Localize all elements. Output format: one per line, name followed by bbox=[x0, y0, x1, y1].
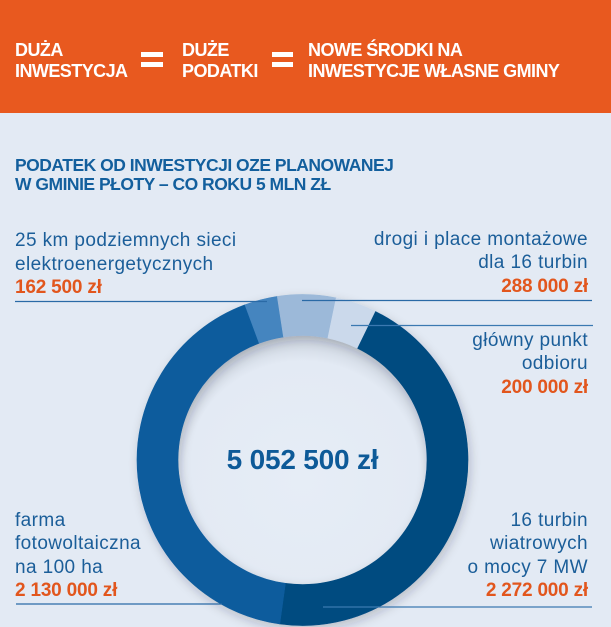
header-term-line: DUŻE bbox=[182, 40, 229, 60]
callout-roads: drogi i place montażowe dla 16 turbin 28… bbox=[374, 228, 588, 299]
donut-hole bbox=[177, 335, 428, 585]
leader-lines bbox=[15, 299, 593, 608]
chart-title-line: PODATEK OD INWESTYCJI OZE PLANOWANEJ bbox=[15, 155, 394, 175]
equals-icon bbox=[272, 52, 293, 67]
donut-segment-wind bbox=[279, 310, 469, 626]
callout-label-line: na 100 ha bbox=[15, 556, 104, 578]
callout-label-line: farma bbox=[15, 509, 66, 531]
callout-label-line: odbioru bbox=[521, 353, 588, 374]
callout-label-line: o mocy 7 MW bbox=[467, 556, 588, 578]
donut-ring bbox=[136, 294, 469, 626]
callout-value: 2 130 000 zł bbox=[15, 580, 118, 601]
header-term-line: INWESTYCJE WŁASNE GMINY bbox=[308, 61, 560, 81]
header-term-line: NOWE ŚRODKI NA bbox=[308, 40, 463, 60]
callout-label-line: główny punkt bbox=[472, 329, 588, 351]
header-term-new-funds: NOWE ŚRODKI NA INWESTYCJE WŁASNE GMINY bbox=[308, 40, 560, 82]
callout-value: 162 500 zł bbox=[15, 277, 102, 298]
callout-label-line: 25 km podziemnych sieci bbox=[15, 230, 237, 251]
callout-substation: główny punkt odbioru 200 000 zł bbox=[472, 329, 588, 400]
callout-wind-turbines: 16 turbin wiatrowych o mocy 7 MW 2 272 0… bbox=[467, 509, 588, 603]
equals-icon bbox=[141, 52, 163, 67]
header-term-line: INWESTYCJA bbox=[15, 61, 128, 81]
callout-value: 200 000 zł bbox=[501, 376, 588, 398]
chart-title-line: W GMINIE PŁOTY – CO ROKU 5 MLN ZŁ bbox=[15, 174, 331, 194]
callout-label-line: fotowoltaiczna bbox=[15, 533, 142, 554]
callout-pv-farm: farma fotowoltaiczna na 100 ha 2 130 000… bbox=[15, 509, 141, 603]
chart-title: PODATEK OD INWESTYCJI OZE PLANOWANEJ W G… bbox=[15, 155, 394, 194]
callout-value: 2 272 000 zł bbox=[485, 580, 588, 601]
callout-label-line: 16 turbin bbox=[510, 509, 588, 531]
donut-segment-substation bbox=[327, 297, 376, 349]
header-term-line: DUŻA bbox=[15, 40, 63, 60]
callout-cables: 25 km podziemnych sieci elektroenergetyc… bbox=[15, 229, 236, 300]
donut-center-total: 5 052 500 zł bbox=[226, 444, 379, 475]
callout-label-line: elektroenergetycznych bbox=[15, 253, 214, 275]
donut-segment-pv bbox=[136, 304, 286, 625]
header-term-big-investment: DUŻA INWESTYCJA bbox=[15, 40, 128, 82]
callout-label-line: dla 16 turbin bbox=[478, 252, 588, 273]
callout-value: 288 000 zł bbox=[501, 275, 588, 297]
callout-label-line: drogi i place montażowe bbox=[373, 228, 588, 250]
header-band: DUŻA INWESTYCJA DUŻE PODATKI NOWE ŚRODKI… bbox=[0, 0, 611, 113]
header-term-line: PODATKI bbox=[182, 61, 258, 81]
callout-label-line: wiatrowych bbox=[490, 533, 588, 554]
header-term-big-taxes: DUŻE PODATKI bbox=[182, 40, 258, 82]
